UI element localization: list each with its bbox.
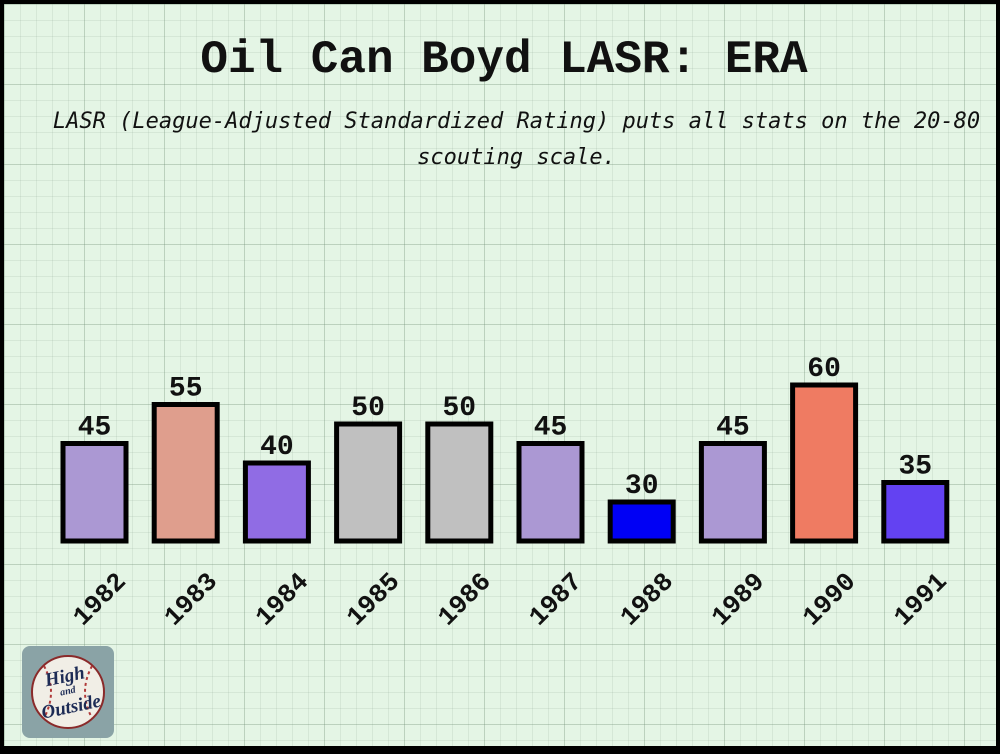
data-label-1986: 50: [442, 393, 476, 424]
bar-1991: [881, 480, 950, 544]
x-tick-label-1991: 1991: [888, 567, 953, 632]
data-label-1984: 40: [260, 432, 294, 463]
bar-1985: [334, 421, 403, 544]
bar-1982: [60, 441, 129, 544]
x-tick-label-1982: 1982: [67, 567, 132, 632]
x-tick-label-1985: 1985: [341, 567, 406, 632]
x-tick-label-1989: 1989: [706, 567, 771, 632]
baseball-icon: [31, 655, 105, 729]
x-tick-label-1988: 1988: [614, 567, 679, 632]
x-tick-label-1983: 1983: [158, 567, 223, 632]
bar-1988: [607, 499, 676, 544]
bar-1983: [151, 402, 220, 544]
bar-1987: [516, 441, 585, 544]
bar-1986: [425, 421, 494, 544]
x-tick-label-1986: 1986: [432, 567, 497, 632]
data-label-1989: 45: [716, 413, 750, 444]
bar-1990: [790, 382, 859, 544]
data-label-1985: 50: [351, 393, 385, 424]
data-label-1988: 30: [625, 471, 659, 502]
bar-chart: 45 1982 55 1983 40 1984 50 1985 50 1986 45 1987 30 19…: [60, 354, 953, 632]
bar-1984: [242, 460, 311, 544]
x-tick-label-1984: 1984: [250, 567, 315, 632]
data-label-1983: 55: [169, 374, 203, 405]
chart-subtitle: LASR (League-Adjusted Standardized Ratin…: [52, 109, 981, 170]
data-label-1991: 35: [898, 452, 932, 483]
logo-wordmark: High and Outside: [13, 637, 122, 746]
data-label-1987: 45: [534, 413, 568, 444]
high-and-outside-logo: High and Outside: [22, 646, 114, 738]
x-tick-label-1990: 1990: [797, 567, 862, 632]
bar-1989: [698, 441, 767, 544]
data-label-1990: 60: [807, 354, 841, 385]
chart-title: Oil Can Boyd LASR: ERA: [200, 34, 808, 86]
data-label-1982: 45: [78, 413, 112, 444]
x-tick-label-1987: 1987: [523, 567, 588, 632]
